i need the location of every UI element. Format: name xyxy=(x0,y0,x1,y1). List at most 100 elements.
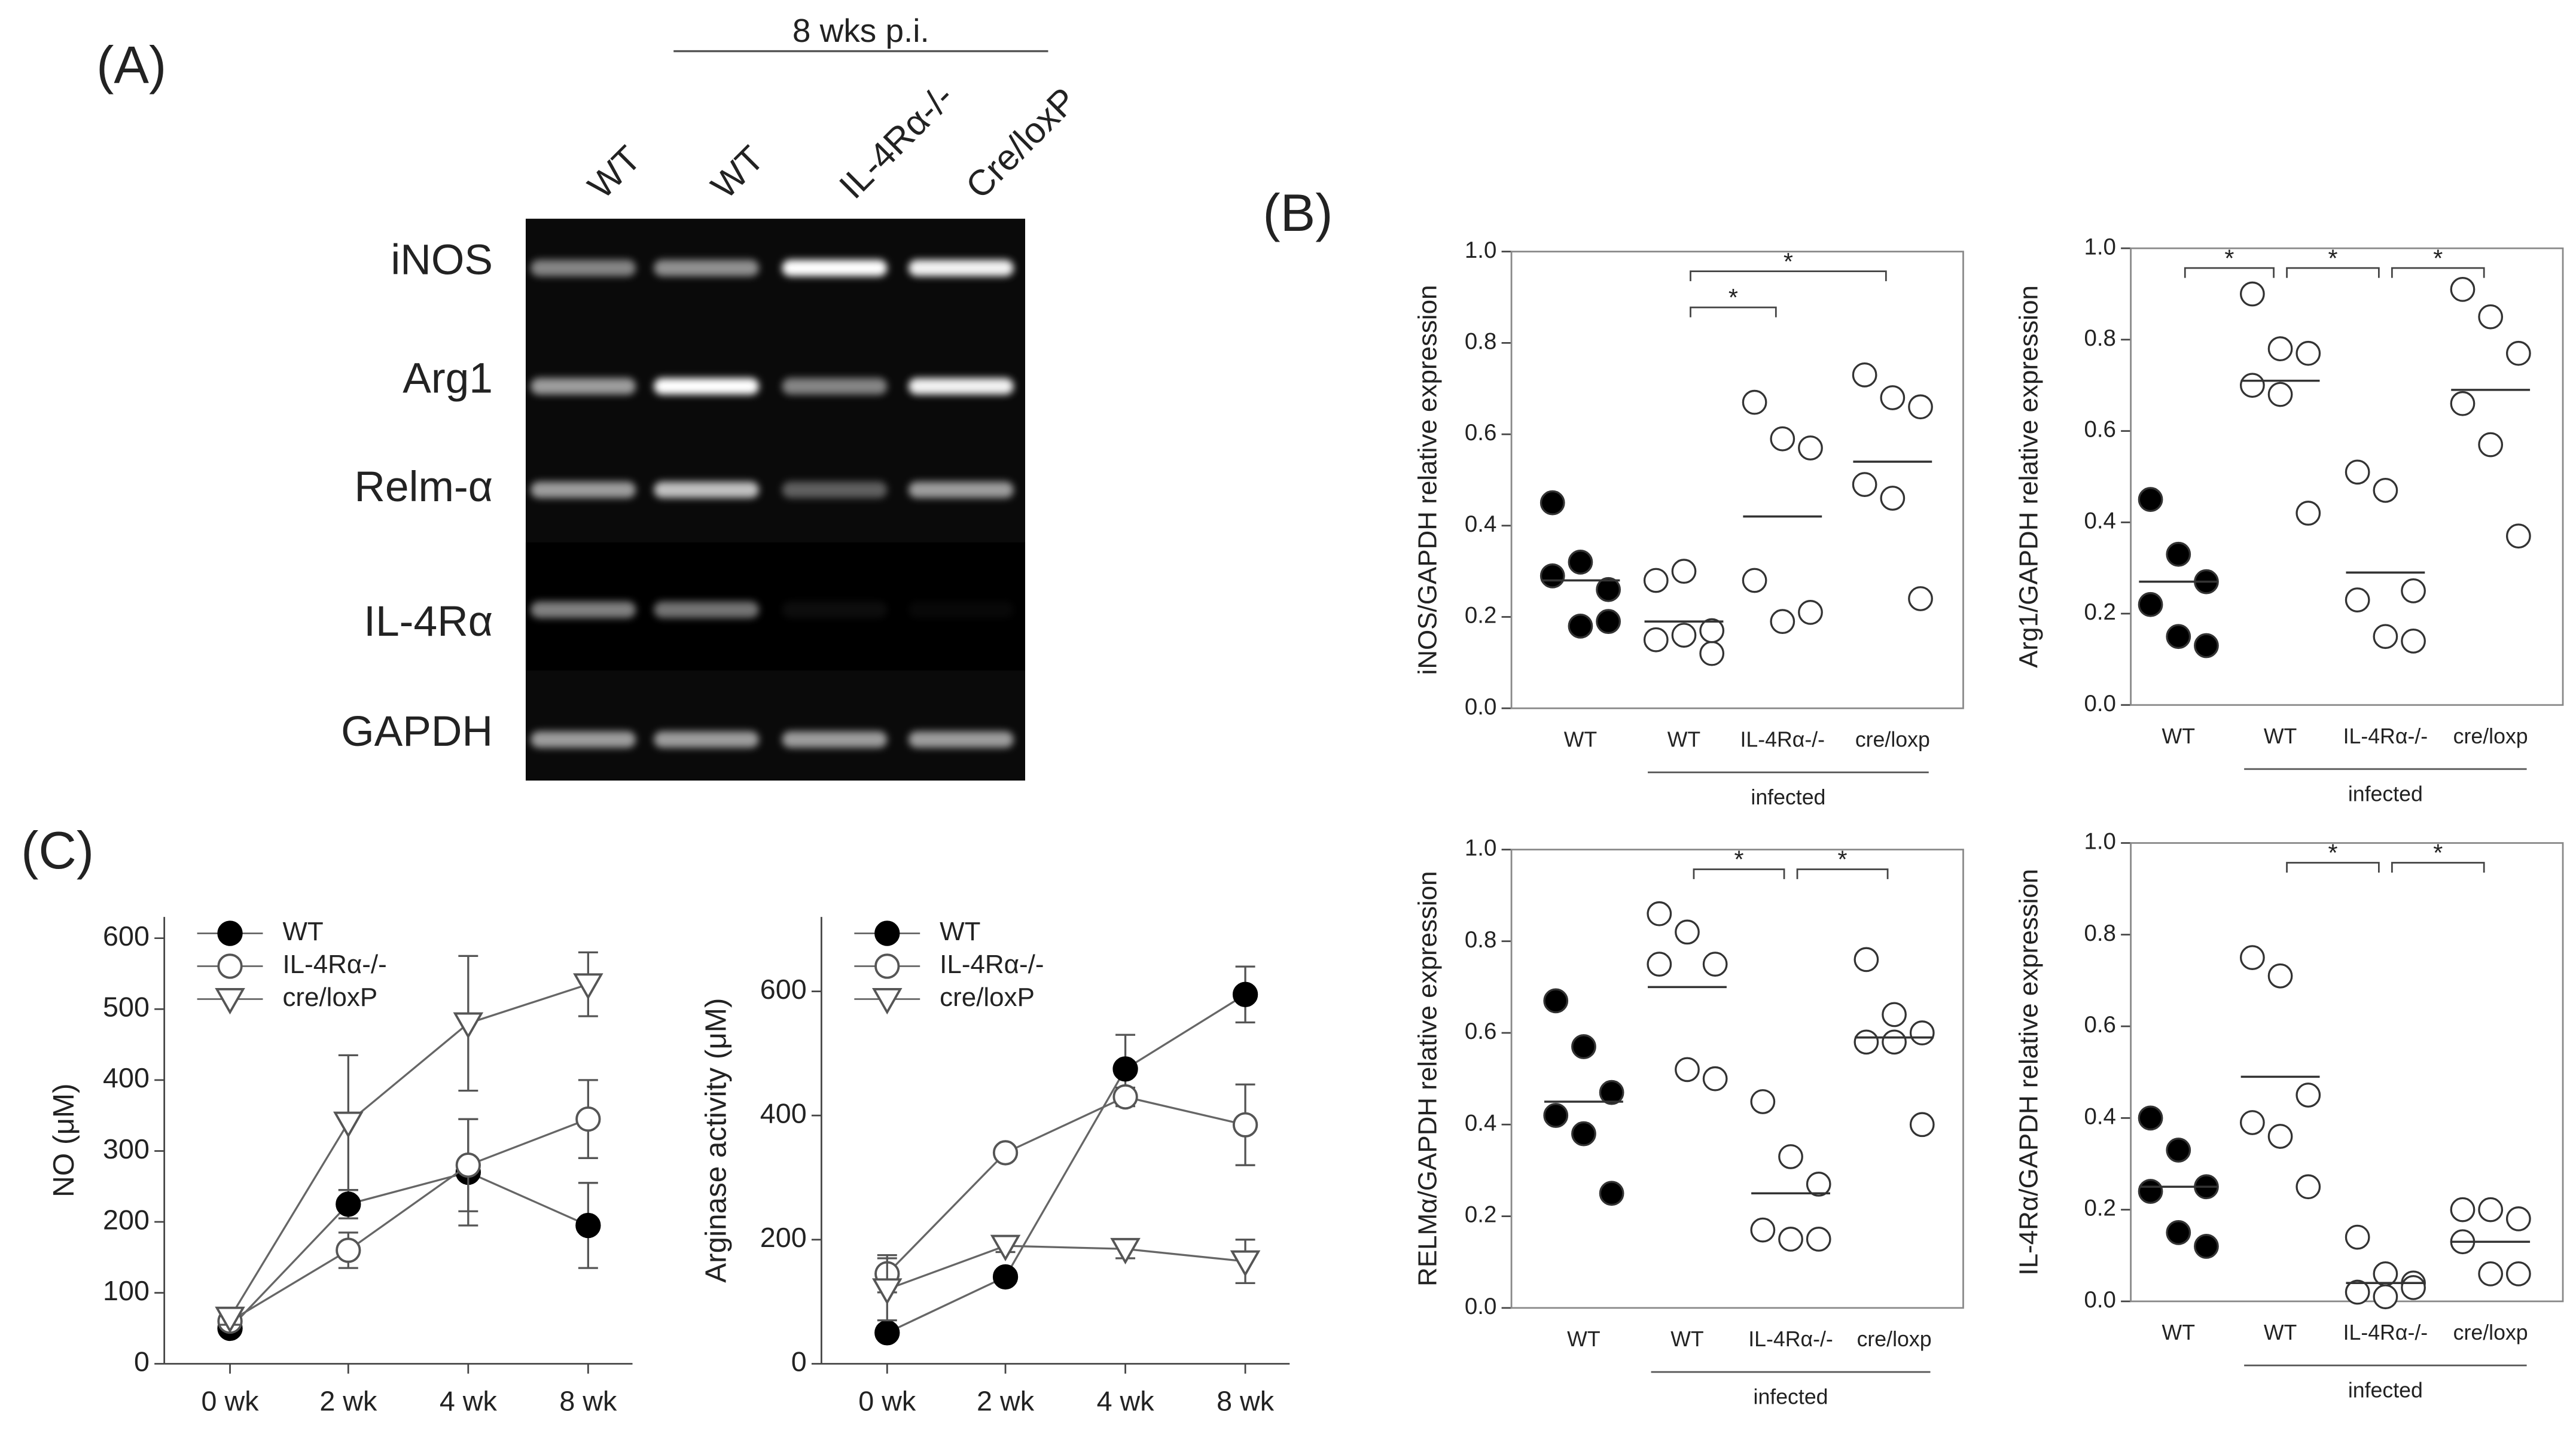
panel-label: (B) xyxy=(1263,183,1333,242)
legend-label: IL-4Rα-/- xyxy=(282,950,386,979)
x-tick-label: cre/loxp xyxy=(1855,728,1930,752)
series-line xyxy=(229,1118,589,1322)
significance-label: * xyxy=(2328,839,2337,867)
data-point xyxy=(1699,641,1725,666)
data-point xyxy=(1852,472,1877,497)
significance-bracket xyxy=(2391,267,2485,278)
legend-marker xyxy=(217,953,243,979)
y-tick-label: 600 xyxy=(760,974,807,1005)
legend-marker xyxy=(215,988,245,1015)
y-tick-label: 0 xyxy=(134,1346,150,1377)
y-tick-label: 300 xyxy=(103,1133,150,1164)
data-point xyxy=(1647,901,1672,926)
data-point xyxy=(874,1320,900,1346)
y-tick-label: 0.8 xyxy=(2084,920,2115,946)
data-point xyxy=(2166,541,2191,567)
y-tick-label: 0.0 xyxy=(2084,1287,2115,1313)
data-point xyxy=(1882,1029,1907,1055)
gel-band xyxy=(782,601,888,618)
x-tick-label: cre/loxp xyxy=(2453,724,2528,748)
y-tick-label: 0.2 xyxy=(2084,599,2115,625)
data-point xyxy=(2373,477,2398,503)
y-tick-label: 100 xyxy=(103,1275,150,1306)
data-point xyxy=(1770,426,1795,452)
data-point xyxy=(2267,382,2293,407)
legend-marker xyxy=(874,920,900,946)
legend-marker xyxy=(871,988,903,1015)
data-point xyxy=(2166,624,2191,650)
legend-marker xyxy=(217,920,243,946)
y-axis-label: RELMα/GAPDH relative expression xyxy=(1413,871,1442,1286)
series-line xyxy=(886,993,1246,1334)
significance-label: * xyxy=(1838,846,1848,873)
data-point xyxy=(1699,618,1725,644)
data-point xyxy=(2505,340,2531,366)
y-tick-label: 200 xyxy=(760,1222,807,1253)
gel-band xyxy=(531,481,636,498)
gel-band xyxy=(782,481,888,498)
gel-band xyxy=(908,731,1014,748)
data-point xyxy=(336,1191,361,1217)
gel-band xyxy=(908,378,1014,395)
y-tick-label: 0.6 xyxy=(1465,1019,1496,1044)
data-point xyxy=(2240,281,2265,307)
legend-label: cre/loxP xyxy=(940,983,1035,1012)
data-point xyxy=(2373,624,2398,650)
gel-row-label: GAPDH xyxy=(341,708,493,755)
x-tick-label: WT xyxy=(1564,728,1597,752)
y-tick-label: 0.8 xyxy=(1465,329,1496,355)
y-tick-label: 0.2 xyxy=(1465,603,1496,629)
plot-frame xyxy=(2130,247,2564,706)
data-point xyxy=(1112,1056,1138,1082)
gel-band xyxy=(908,481,1014,498)
data-point xyxy=(455,1153,481,1178)
gel-image xyxy=(525,218,1026,781)
gel-band xyxy=(531,378,636,395)
data-point xyxy=(2505,1206,2531,1231)
y-tick-label: 0.0 xyxy=(1465,1294,1496,1319)
data-point xyxy=(1596,577,1621,602)
data-point xyxy=(2295,1174,2321,1200)
x-tick-label: 8 wk xyxy=(1217,1385,1275,1416)
data-point xyxy=(1880,385,1906,410)
data-point xyxy=(1908,394,1933,420)
x-tick-label: 8 wk xyxy=(559,1385,617,1416)
y-tick-label: 0.0 xyxy=(1465,694,1496,719)
x-tick-label: IL-4Rα-/- xyxy=(2343,1321,2428,1344)
plot-frame xyxy=(2130,842,2564,1303)
y-axis-label: NO (μM) xyxy=(47,1083,80,1197)
data-point xyxy=(1539,563,1565,589)
data-point xyxy=(2401,628,2426,654)
y-tick-label: 400 xyxy=(760,1097,807,1129)
gel-lane-label: Cre/loxP xyxy=(958,80,1084,206)
data-point xyxy=(1568,550,1593,575)
gel-lane-label: IL-4Rα-/- xyxy=(831,76,962,206)
y-axis-label: Arginase activity (μM) xyxy=(699,998,732,1283)
data-point xyxy=(2166,1220,2191,1245)
panel-label: (A) xyxy=(96,35,166,94)
data-point xyxy=(1643,568,1669,593)
data-point xyxy=(2138,1105,2163,1131)
data-point xyxy=(1778,1227,1803,1252)
data-point xyxy=(1671,623,1697,648)
gel-band xyxy=(909,602,1014,618)
y-tick-label: 0.4 xyxy=(1465,1110,1496,1136)
significance-label: * xyxy=(1734,846,1743,873)
gel-row-label: iNOS xyxy=(391,236,493,284)
data-point xyxy=(2478,304,2504,330)
data-point xyxy=(1232,1112,1258,1138)
y-tick-label: 500 xyxy=(103,992,150,1023)
data-point xyxy=(1742,568,1767,593)
plot-frame xyxy=(1510,849,1964,1309)
timepoint-label: 8 wks p.i. xyxy=(792,12,929,49)
y-tick-label: 0.4 xyxy=(1465,511,1496,537)
data-point xyxy=(453,1012,484,1039)
data-point xyxy=(1702,1066,1728,1091)
data-point xyxy=(2345,1224,2370,1250)
data-point xyxy=(2345,1279,2370,1305)
data-point xyxy=(2450,277,2476,302)
data-point xyxy=(1675,919,1700,945)
gel-band xyxy=(654,601,760,618)
data-point xyxy=(2240,1110,2265,1135)
data-point xyxy=(215,1306,245,1334)
